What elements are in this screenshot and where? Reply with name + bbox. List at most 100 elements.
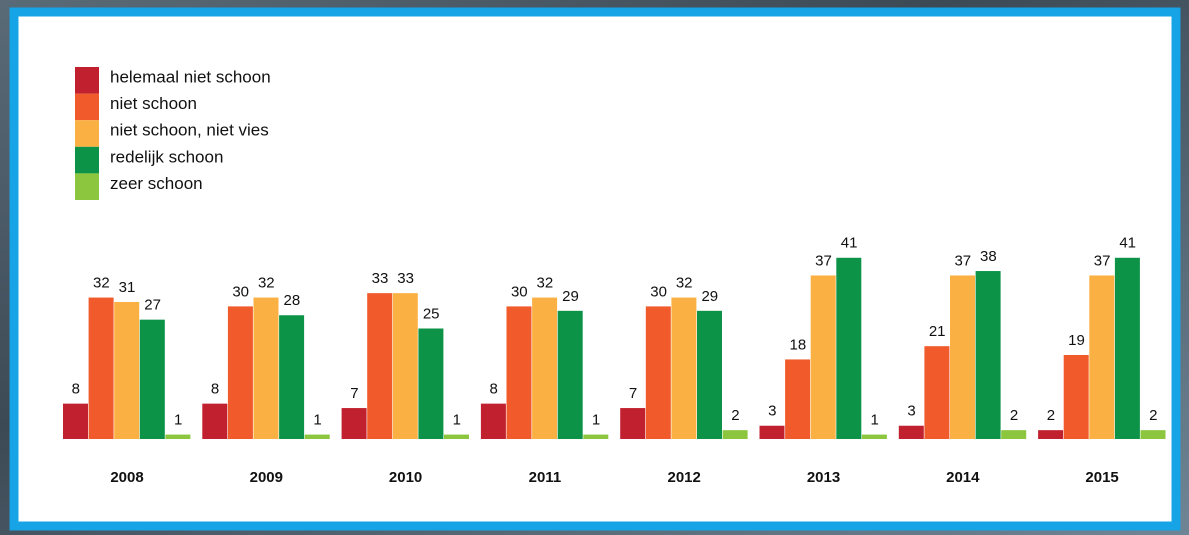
value-label: 25 [423, 305, 440, 322]
value-label: 32 [537, 275, 554, 292]
bar [697, 310, 722, 439]
value-label: 8 [490, 381, 498, 398]
value-label: 32 [676, 275, 693, 292]
value-label: 2 [731, 407, 739, 424]
value-label: 8 [211, 381, 219, 398]
legend-swatch [75, 67, 99, 94]
bar [506, 306, 532, 439]
legend-swatch [75, 173, 99, 200]
legend-label: helemaal niet schoon [110, 67, 271, 86]
bar [1038, 430, 1064, 439]
bar [975, 271, 1001, 439]
bar [392, 293, 418, 439]
value-label: 3 [768, 403, 776, 420]
value-label: 31 [119, 279, 136, 296]
bar [279, 315, 305, 439]
legend-label: niet schoon [110, 94, 197, 113]
bar [620, 408, 646, 439]
x-tick-label: 2008 [110, 469, 143, 486]
value-label: 41 [841, 235, 858, 252]
x-tick-label: 2010 [389, 469, 422, 486]
bar [557, 310, 583, 439]
bar [165, 434, 191, 439]
bar [722, 430, 748, 439]
legend-swatch [75, 93, 99, 121]
bar [836, 257, 862, 439]
x-tick-label: 2012 [668, 469, 701, 486]
bar [1140, 430, 1166, 439]
value-label: 38 [980, 248, 997, 265]
bar [810, 275, 836, 439]
bar [645, 306, 671, 439]
value-label: 37 [815, 252, 832, 269]
value-label: 7 [350, 385, 358, 402]
x-tick-label: 2014 [946, 469, 980, 486]
x-tick-label: 2013 [807, 469, 840, 486]
bar [444, 434, 469, 439]
bar [253, 297, 279, 439]
legend-swatch [75, 120, 99, 147]
chart-panel [9, 7, 1181, 531]
value-label: 32 [258, 275, 275, 292]
bar [1063, 355, 1089, 439]
value-label: 1 [871, 412, 879, 429]
bar [671, 297, 697, 439]
value-label: 28 [284, 292, 301, 309]
value-label: 41 [1119, 235, 1136, 252]
bar [418, 328, 444, 439]
bar [88, 297, 114, 439]
bar [759, 425, 785, 439]
bar [1001, 430, 1027, 439]
value-label: 27 [144, 297, 161, 314]
bar [139, 319, 165, 439]
bar [583, 434, 609, 439]
value-label: 1 [313, 412, 321, 429]
bar [114, 301, 140, 439]
value-label: 29 [701, 288, 718, 305]
value-label: 2 [1149, 407, 1157, 424]
legend-label: redelijk schoon [110, 147, 223, 166]
bar [898, 425, 924, 439]
legend-label: zeer schoon [110, 174, 203, 193]
value-label: 7 [629, 385, 637, 402]
bar [202, 403, 228, 439]
value-label: 2 [1010, 407, 1018, 424]
bar [63, 403, 88, 439]
bar [1114, 257, 1140, 439]
value-label: 33 [372, 270, 389, 287]
bar [1089, 275, 1115, 439]
legend-label: niet schoon, niet vies [110, 121, 269, 140]
value-label: 19 [1068, 332, 1085, 349]
bar [367, 293, 393, 439]
value-label: 32 [93, 275, 110, 292]
value-label: 37 [954, 252, 971, 269]
bar [950, 275, 975, 439]
bar [480, 403, 506, 439]
value-label: 2 [1047, 407, 1055, 424]
value-label: 1 [174, 412, 182, 429]
plot: helemaal niet schoon niet schoon niet scho… [63, 67, 1166, 486]
bar [304, 434, 330, 439]
bar [785, 359, 811, 439]
value-label: 30 [511, 283, 528, 300]
bar [227, 306, 253, 439]
bar [924, 346, 950, 439]
x-tick-label: 2011 [529, 469, 562, 486]
value-label: 1 [592, 412, 600, 429]
bar [341, 408, 367, 439]
value-label: 30 [650, 283, 667, 300]
value-label: 29 [562, 288, 579, 305]
bar [861, 434, 887, 439]
bar [532, 297, 558, 439]
value-label: 37 [1094, 252, 1111, 269]
value-label: 33 [397, 270, 414, 287]
x-tick-label: 2009 [250, 469, 283, 486]
value-label: 21 [929, 323, 946, 340]
x-tick-label: 2015 [1085, 469, 1118, 486]
value-label: 18 [790, 336, 807, 353]
value-label: 30 [232, 283, 249, 300]
value-label: 8 [72, 381, 80, 398]
value-label: 1 [453, 412, 461, 429]
legend-swatch [75, 146, 99, 174]
